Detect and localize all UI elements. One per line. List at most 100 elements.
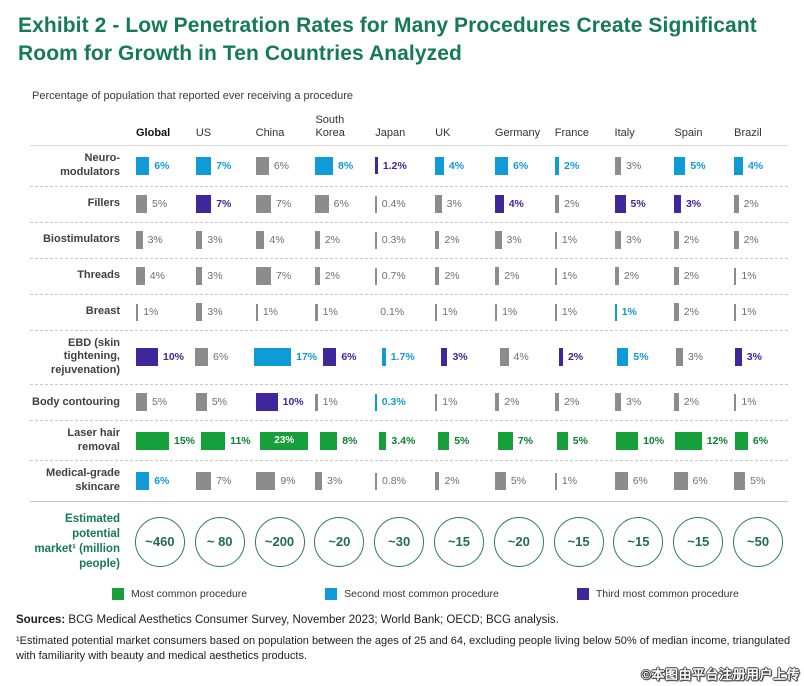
value-cell: 2% — [668, 392, 728, 412]
value-cell: 5% — [609, 194, 669, 214]
value-cell: 10% — [250, 392, 310, 412]
bar — [499, 348, 509, 367]
bar — [554, 267, 557, 285]
bar — [375, 267, 377, 285]
value-cell: 5% — [668, 156, 728, 176]
value-text: 4% — [508, 198, 524, 211]
bar — [201, 431, 226, 450]
column-header: Spain — [674, 127, 703, 140]
value-cell: 2% — [309, 266, 369, 286]
market-circle: ~30 — [374, 516, 425, 567]
bar — [674, 156, 686, 175]
value-cell: 1% — [728, 266, 788, 286]
value-cell: 5% — [728, 471, 788, 491]
value-text: 10% — [643, 434, 665, 447]
value-text: 5% — [750, 475, 766, 488]
value-text: 2% — [683, 270, 699, 283]
value-cell: 4% — [494, 347, 553, 367]
column-header: South Korea — [315, 113, 345, 140]
bar — [136, 156, 150, 175]
bar — [617, 348, 629, 367]
bar — [315, 156, 334, 175]
value-cell: 6% — [250, 156, 310, 176]
value-text: 0.7% — [381, 270, 406, 283]
value-cell: 1% — [309, 392, 369, 412]
value-text: 3% — [626, 396, 642, 409]
value-cell: 0.7% — [369, 266, 429, 286]
value-text: 7% — [276, 270, 292, 283]
value-cell: 1% — [609, 302, 669, 322]
market-size-row: Estimated potential market¹ (million peo… — [30, 502, 788, 580]
value-text: 1.7% — [390, 351, 415, 364]
bar — [381, 348, 386, 367]
bar — [136, 195, 147, 214]
value-text: 3% — [685, 198, 702, 211]
value-text: 2% — [444, 270, 460, 283]
value-text: 5% — [572, 434, 588, 447]
value-cell: 1% — [549, 230, 609, 250]
value-text: 8% — [342, 434, 358, 447]
value-cell: 2% — [728, 194, 788, 214]
value-text: 4% — [149, 270, 165, 283]
value-text: 1% — [143, 306, 159, 319]
bar — [315, 231, 320, 250]
value-text: 23% — [274, 435, 295, 447]
value-cell: 1% — [549, 266, 609, 286]
bar — [323, 348, 337, 367]
value-text: 0.3% — [381, 396, 406, 409]
value-cell: 3% — [309, 471, 369, 491]
value-text: 3% — [687, 351, 704, 364]
bar — [435, 393, 438, 411]
value-text: 10% — [282, 396, 304, 409]
value-cell: 1% — [489, 302, 549, 322]
value-cell: 5% — [551, 431, 610, 451]
procedure-label: EBD (skin tightening, rejuvenation) — [50, 336, 120, 377]
value-cell: 7% — [250, 266, 310, 286]
bar — [558, 348, 563, 367]
bar — [554, 393, 560, 412]
value-cell: 2% — [429, 266, 489, 286]
bar — [435, 231, 440, 250]
bar — [734, 231, 739, 250]
value-cell: 5% — [130, 392, 190, 412]
value-text: 2% — [623, 270, 640, 283]
bar — [315, 195, 329, 214]
value-text: 1% — [322, 396, 338, 409]
value-text: 3% — [207, 270, 223, 283]
bar — [614, 472, 628, 491]
value-cell: 5% — [432, 431, 491, 451]
value-cell: 15% — [130, 431, 195, 451]
bar — [734, 267, 737, 285]
value-text: 6% — [513, 159, 529, 172]
value-cell: 7% — [492, 431, 551, 451]
value-text: 5% — [690, 159, 706, 172]
value-cell: 2% — [549, 392, 609, 412]
value-cell: 7% — [250, 194, 310, 214]
value-cell: 3% — [489, 230, 549, 250]
bar — [734, 393, 737, 411]
value-text: 0.3% — [381, 234, 406, 247]
value-text: 5% — [630, 198, 646, 211]
sources-line: Sources: BCG Medical Aesthetics Consumer… — [16, 614, 804, 626]
value-cell: 17% — [248, 347, 317, 367]
bar — [195, 472, 212, 491]
value-text: 2% — [683, 234, 699, 247]
procedure-row: Neuro-modulators 6% 7% 6% 8% 1.2% 4% 6% 2% 3% 5% 4% — [30, 146, 788, 187]
bar — [554, 472, 557, 490]
bar — [375, 195, 377, 213]
value-text: 6% — [692, 475, 708, 488]
value-cell: 4% — [429, 156, 489, 176]
legend-label: Most common procedure — [131, 587, 248, 600]
bar — [734, 472, 746, 491]
bar — [255, 156, 269, 175]
value-text: 0.8% — [382, 475, 406, 488]
value-cell: 23% — [254, 431, 313, 451]
value-cell: 6% — [489, 156, 549, 176]
market-circle: ~15 — [673, 516, 724, 567]
value-text: 9% — [280, 475, 296, 488]
column-header: Japan — [375, 127, 406, 140]
market-circle: ~460 — [134, 516, 185, 567]
value-text: 5% — [211, 396, 227, 409]
bar — [440, 348, 448, 367]
value-cell: 1% — [130, 302, 190, 322]
